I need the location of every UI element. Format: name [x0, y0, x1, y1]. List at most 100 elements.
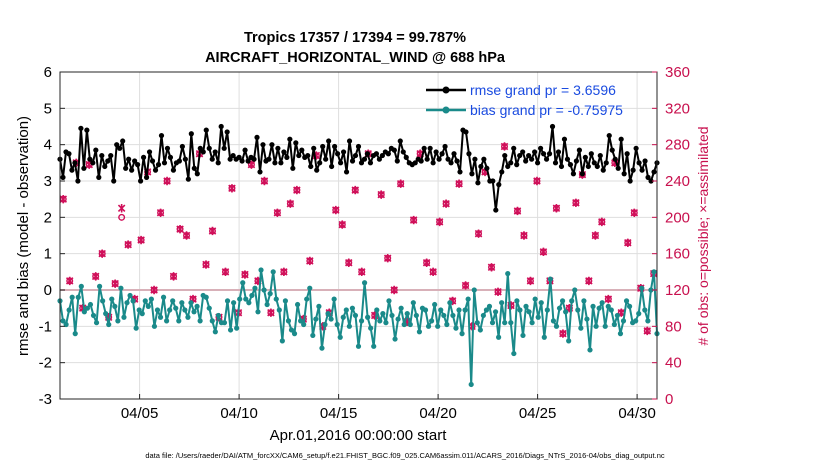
bias-point [63, 321, 69, 328]
bias-point [282, 298, 288, 304]
rmse-point [146, 149, 153, 155]
bias-point [81, 309, 87, 315]
rmse-point [645, 174, 651, 180]
bias-point [69, 294, 75, 300]
rmse-point [490, 178, 496, 184]
bias-point [151, 323, 158, 329]
rmse-point [176, 158, 182, 164]
bias-point [313, 316, 319, 322]
rmse-point [149, 158, 156, 164]
bias-point [520, 332, 526, 339]
bias-point [179, 300, 185, 306]
rmse-point [511, 145, 517, 151]
rmse-point [505, 163, 511, 170]
rmse-point [239, 158, 245, 164]
bias-point [532, 296, 538, 302]
obs-assimilated-marker [533, 176, 541, 186]
rmse-point [552, 160, 559, 166]
bias-point [529, 320, 535, 326]
y-tick-label-left: 4 [44, 137, 52, 154]
bias-point [368, 325, 374, 331]
bias-point [322, 321, 328, 328]
obs-assimilated-marker [559, 329, 567, 338]
x-axis: 04/05 04/10 04/15 04/20 04/25 04/30 [121, 394, 656, 422]
obs-assimilated-marker [137, 235, 145, 245]
bias-point [377, 318, 383, 324]
rmse-point [164, 145, 171, 151]
bias-point [474, 320, 480, 326]
rmse-point [376, 156, 382, 162]
obs-assimilated-marker [338, 220, 347, 229]
bias-point [575, 307, 581, 313]
rmse-point [337, 160, 344, 166]
rmse-point [114, 142, 120, 148]
rmse-point [287, 136, 293, 142]
rmse-point [594, 163, 600, 170]
rmse-point [143, 174, 150, 180]
y-axis-left: -3 -2 -1 0 1 2 3 4 5 6 [39, 64, 65, 408]
rmse-point [412, 160, 418, 166]
bias-point [109, 296, 115, 302]
rmse-point [155, 162, 162, 168]
rmse-point [466, 151, 472, 157]
rmse-point [418, 158, 424, 164]
bias-point [78, 283, 84, 289]
bias-point [307, 285, 313, 291]
rmse-point [591, 160, 597, 166]
rmse-point [615, 165, 621, 171]
obs-assimilated-marker [176, 224, 184, 234]
bias-point [538, 300, 544, 306]
bias-point [148, 296, 154, 302]
rmse-point [120, 138, 126, 144]
rmse-point [81, 165, 87, 171]
rmse-point [540, 151, 547, 157]
bias-point [648, 287, 654, 293]
rmse-point [508, 160, 514, 166]
rmse-point [400, 149, 406, 155]
bias-point [294, 301, 301, 308]
bias-point [626, 303, 633, 309]
bias-point [614, 312, 621, 319]
bias-point [255, 309, 261, 315]
obs-assimilated-marker [117, 204, 126, 213]
bias-point [517, 307, 523, 313]
rmse-point [323, 156, 329, 162]
legend-bias-marker [442, 106, 450, 114]
rmse-point [535, 160, 541, 166]
bias-point [639, 285, 645, 291]
rmse-point [182, 156, 188, 162]
obs-assimilated-marker [591, 231, 600, 240]
bias-point [563, 309, 569, 315]
bias-point [334, 321, 340, 328]
rmse-point [161, 160, 168, 166]
bias-point [182, 307, 188, 313]
bias-point [206, 305, 212, 311]
bias-point [398, 305, 404, 311]
rmse-point [200, 149, 206, 155]
bias-point [133, 325, 139, 331]
y-axis-right-label: # of obs: o=possible; ×=assimilated [695, 126, 711, 345]
bias-point [301, 321, 307, 328]
rmse-point [260, 142, 266, 148]
bias-point [553, 323, 560, 329]
bias-point [249, 292, 255, 299]
bias-point [636, 311, 642, 317]
bias-point [130, 298, 136, 304]
obs-assimilated-marker [280, 267, 288, 277]
rmse-point [546, 151, 553, 157]
y-axis-left-label: rmse and bias (model - observation) [15, 116, 32, 356]
y-tick-label-right: 40 [665, 355, 682, 372]
bias-point [276, 307, 282, 313]
bias-point [267, 291, 273, 297]
obs-assimilated-marker [91, 272, 100, 281]
rmse-point [251, 156, 257, 162]
rmse-point [140, 154, 147, 160]
obs-assimilated-marker [98, 249, 106, 258]
x-axis-label: Apr.01,2016 00:00:00 start [270, 427, 448, 444]
obs-assimilated-marker [487, 263, 496, 272]
rmse-point [600, 167, 606, 173]
rmse-point [529, 156, 535, 162]
bias-point [319, 345, 325, 351]
rmse-point [424, 156, 430, 162]
x-tick-label: 04/30 [618, 405, 656, 422]
